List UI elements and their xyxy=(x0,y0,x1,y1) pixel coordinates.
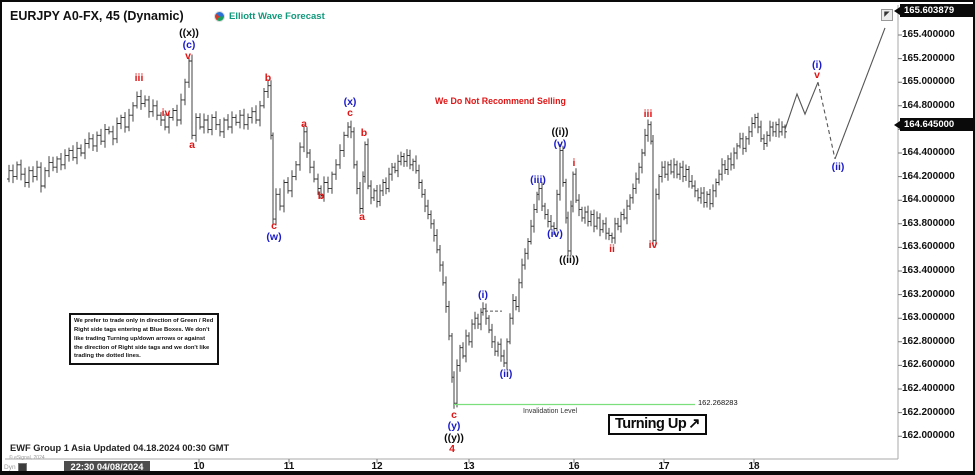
wave-label: b xyxy=(264,72,272,84)
time-tick-label: 17 xyxy=(658,461,670,472)
projection-line-solid-final xyxy=(834,27,886,160)
wave-label: b xyxy=(317,190,325,202)
wave-label: c xyxy=(347,107,353,119)
up-right-arrow-icon: ↗ xyxy=(688,416,701,432)
wave-label: a xyxy=(301,118,307,130)
wave-label: (i) xyxy=(478,289,488,301)
wave-label: (w) xyxy=(266,231,282,243)
price-tick-label: 163.200000 xyxy=(902,288,955,300)
wave-label: b xyxy=(360,127,368,139)
invalidation-price-value: 162.268283 xyxy=(698,398,738,407)
brand-logo: Elliott Wave Forecast xyxy=(214,11,325,22)
wave-label: ((ii)) xyxy=(559,254,579,266)
wave-label: a xyxy=(359,211,365,223)
price-tick-label: 162.800000 xyxy=(902,335,955,347)
wave-label: (x) xyxy=(343,96,357,108)
wave-label: (iii) xyxy=(530,174,546,186)
price-tick-label: 162.600000 xyxy=(902,359,955,371)
time-tick-label: 13 xyxy=(463,461,475,472)
time-tick-label: 12 xyxy=(371,461,383,472)
time-tick-label: 18 xyxy=(748,461,760,472)
wave-label: ii xyxy=(609,243,615,255)
esignal-copyright: © eSignal, 2024 xyxy=(9,455,45,461)
time-tick-label: 11 xyxy=(283,461,295,472)
wave-label: (iv) xyxy=(547,228,563,240)
update-note: EWF Group 1 Asia Updated 04.18.2024 00:3… xyxy=(10,443,230,453)
wave-label: v xyxy=(814,69,820,81)
turning-up-label: Turning Up xyxy=(615,416,687,432)
wave-label: (c) xyxy=(182,39,196,51)
price-tick-label: 162.000000 xyxy=(902,430,955,442)
wave-label: (y) xyxy=(447,420,461,432)
wave-label: ((x)) xyxy=(179,27,199,39)
price-tick-label: 162.200000 xyxy=(902,406,955,418)
scale-reset-button[interactable]: ◤ xyxy=(881,9,893,21)
price-tick-label: 164.400000 xyxy=(902,147,955,158)
resize-arrow-icon: ◤ xyxy=(884,11,890,18)
price-tick-label: 165.400000 xyxy=(902,29,955,40)
dyn-tab-label: Dyn xyxy=(4,464,16,471)
wave-label: (i) xyxy=(812,59,822,71)
chart-title: EURJPY A0-FX, 45 (Dynamic) xyxy=(10,9,184,23)
price-tick-label: 164.000000 xyxy=(902,194,955,206)
brand-logo-text: Elliott Wave Forecast xyxy=(229,11,325,22)
price-tick-label: 163.400000 xyxy=(902,265,955,276)
wave-label: iv xyxy=(648,239,658,251)
wave-label: iii xyxy=(643,108,653,120)
wave-label: v xyxy=(185,50,191,62)
wave-label: ((i)) xyxy=(551,126,569,138)
wave-label: 4 xyxy=(449,443,455,455)
price-tick-label: 165.000000 xyxy=(902,76,955,88)
time-tick-label: 16 xyxy=(568,461,580,472)
price-tick-label: 163.600000 xyxy=(902,241,955,253)
wave-label: (ii) xyxy=(499,368,513,380)
price-bars-series xyxy=(7,54,787,409)
wave-label: iv xyxy=(161,107,171,119)
projection-line-solid xyxy=(784,81,819,130)
price-tick-label: 164.800000 xyxy=(902,99,955,111)
elliott-wave-logo-icon xyxy=(214,11,225,22)
wave-label: c xyxy=(271,220,277,232)
crosshair-time-box: 22:30 04/08/2024 xyxy=(64,461,150,471)
invalidation-level-label: Invalidation Level xyxy=(523,408,578,415)
dyn-tab-icon[interactable] xyxy=(18,463,27,471)
wave-label: iii xyxy=(134,72,144,84)
trading-note-box: We prefer to trade only in direction of … xyxy=(69,313,219,366)
axis-tick-marks xyxy=(198,34,902,463)
price-tick-label: 164.200000 xyxy=(902,170,955,182)
wave-label: i xyxy=(572,157,576,169)
wave-label: ((y)) xyxy=(444,432,464,444)
wave-label: a xyxy=(189,139,195,151)
no-selling-warning-text: We Do Not Recommend Selling xyxy=(435,96,566,106)
last-price-marker: 164.645000 xyxy=(894,118,973,131)
time-tick-label: 10 xyxy=(193,461,205,472)
wave-label: (ii) xyxy=(831,161,845,173)
wave-label: (v) xyxy=(553,138,567,150)
price-tick-label: 165.200000 xyxy=(902,52,955,64)
price-tick-label: 162.400000 xyxy=(902,383,955,394)
projection-line-dashed xyxy=(817,82,836,160)
turning-up-badge: Turning Up ↗ xyxy=(608,414,708,435)
wave-label: c xyxy=(451,409,457,421)
price-tick-label: 163.800000 xyxy=(902,217,955,229)
high-price-marker: 165.603879 xyxy=(894,4,973,17)
price-tick-label: 163.000000 xyxy=(902,312,955,324)
